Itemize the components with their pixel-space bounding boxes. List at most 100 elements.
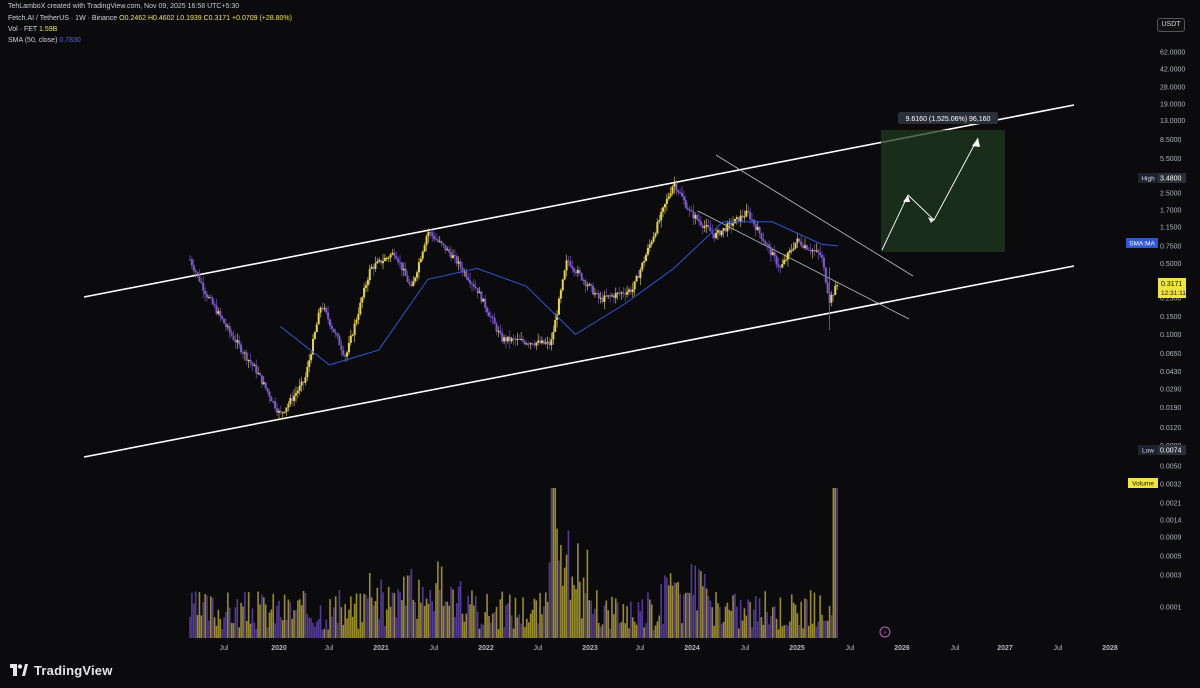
sma-line <box>279 221 838 366</box>
candle-body-179 <box>527 343 530 345</box>
candle-body-269 <box>698 219 701 222</box>
volume-bar-210 <box>586 549 589 638</box>
volume-bar-117 <box>410 568 413 638</box>
volume-bar-135 <box>444 601 447 638</box>
candle-body-308 <box>771 252 774 256</box>
volume-bar-299 <box>754 596 757 638</box>
volume-bar-89 <box>357 628 360 638</box>
candle-body-81 <box>342 350 345 355</box>
currency-button[interactable]: USDT <box>1157 18 1185 32</box>
candle-body-48 <box>279 410 282 413</box>
candle-body-226 <box>616 292 619 294</box>
volume-bar-298 <box>753 609 755 638</box>
candle-body-297 <box>750 219 753 221</box>
volume-bar-278 <box>715 592 717 638</box>
high-tag-label-bg <box>1138 173 1158 183</box>
volume-bar-186 <box>541 614 543 638</box>
volume-bar-167 <box>505 605 507 638</box>
volume-bar-227 <box>618 622 621 638</box>
time-tick-10: Jul <box>741 645 750 652</box>
volume-bar-229 <box>622 604 625 638</box>
volume-bar-29 <box>244 591 246 638</box>
volume-bar-165 <box>501 591 504 638</box>
volume-bar-32 <box>249 623 252 638</box>
volume-bar-172 <box>514 597 517 638</box>
last-price: 0.3171 <box>1161 281 1183 288</box>
candle-body-300 <box>756 227 759 231</box>
candle-body-330 <box>813 250 816 252</box>
candle-body-73 <box>327 312 330 320</box>
tradingview-logo[interactable]: TradingView <box>10 662 113 678</box>
volume-bar-57 <box>297 600 299 638</box>
candle-body-169 <box>508 336 511 342</box>
candle-body-212 <box>590 284 593 286</box>
volume-bar-267 <box>694 565 697 638</box>
volume-bar-50 <box>283 594 286 638</box>
candle-body-306 <box>768 244 771 247</box>
volume-bar-85 <box>350 596 352 638</box>
price-tick-19: 0.0290 <box>1160 386 1182 393</box>
candle-body-272 <box>703 226 706 228</box>
volume-bar-21 <box>228 607 231 638</box>
candle-body-155 <box>482 298 485 302</box>
price-tick-3: 19.0000 <box>1160 101 1185 108</box>
candle-body-114 <box>404 268 407 276</box>
volume-bar-340 <box>832 488 835 638</box>
volume-bar-178 <box>526 618 528 638</box>
volume-bar-207 <box>580 618 583 638</box>
volume-bar-249 <box>660 583 662 638</box>
volume-bar-215 <box>596 590 598 638</box>
volume-value: 1.59B <box>39 26 58 33</box>
candle-body-47 <box>277 410 280 413</box>
candle-body-340 <box>832 294 835 296</box>
candle-body-253 <box>667 196 670 200</box>
price-tick-10: 1.1500 <box>1160 225 1182 232</box>
volume-bar-52 <box>287 599 290 638</box>
volume-legend[interactable]: Vol · FET 1.59B <box>8 25 57 34</box>
candle-body-167 <box>505 337 508 342</box>
time-tick-15: 2027 <box>997 645 1013 652</box>
volume-bar-183 <box>535 600 538 638</box>
volume-bar-237 <box>637 602 640 638</box>
time-axis[interactable]: Jul 2020 Jul 2021 Jul 2022 Jul 2023 Jul 2024 Jul 20… <box>220 626 1118 652</box>
candle-body-0 <box>189 259 191 261</box>
volume-bar-221 <box>607 610 609 638</box>
volume-bar-44 <box>272 593 275 638</box>
price-axis[interactable]: 62.0000 42.0000 28.0000 19.0000 13.0000 8.500… <box>1126 50 1186 612</box>
candle-body-76 <box>332 328 335 333</box>
candle-body-221 <box>607 295 610 297</box>
volume-bar-288 <box>734 593 736 638</box>
candle-body-110 <box>397 258 400 263</box>
candle-body-268 <box>696 215 699 220</box>
candle-body-154 <box>480 291 483 302</box>
volume-bar-147 <box>467 596 469 638</box>
candle-body-141 <box>455 255 458 264</box>
candle-body-146 <box>465 271 468 278</box>
candle-body-80 <box>340 345 343 351</box>
candle-body-186 <box>540 340 543 344</box>
candle-body-88 <box>355 319 358 324</box>
candle-body-231 <box>626 291 629 295</box>
candle-body-130 <box>434 239 437 241</box>
volume-bar-201 <box>569 599 572 638</box>
volume-bar-13 <box>213 617 216 638</box>
volume-bar-10 <box>208 620 210 638</box>
candle-body-259 <box>679 192 682 194</box>
volume-bar-276 <box>711 607 714 638</box>
candle-body-324 <box>802 245 805 248</box>
volume-bar-90 <box>359 593 362 638</box>
candle-body-277 <box>713 233 716 239</box>
volume-bar-150 <box>473 605 475 638</box>
volume-bar-286 <box>730 610 732 638</box>
volume-bar-261 <box>683 594 685 638</box>
candle-body-90 <box>359 302 362 314</box>
symbol-name[interactable]: Fetch.AI / TetherUS · 1W · Binance <box>8 15 118 22</box>
volume-bar-105 <box>387 586 390 638</box>
sma-legend[interactable]: SMA (50, close) 0.7830 <box>8 36 81 45</box>
target-label-bg <box>898 112 998 124</box>
candle-body-29 <box>243 352 246 354</box>
last-price-bg <box>1158 278 1186 298</box>
volume-bar-339 <box>830 615 833 638</box>
volume-bar-35 <box>255 628 258 638</box>
